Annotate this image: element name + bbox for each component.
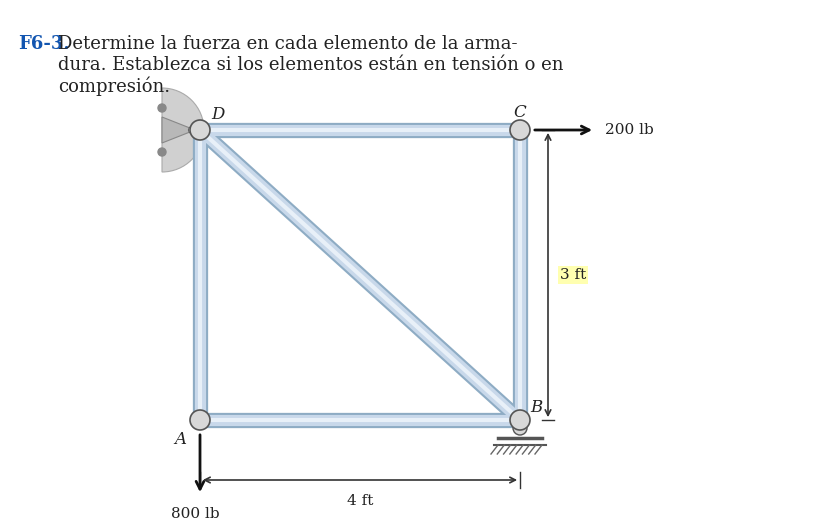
Text: 4 ft: 4 ft (347, 494, 373, 508)
Circle shape (510, 120, 530, 140)
Text: D: D (212, 106, 225, 123)
Text: C: C (513, 103, 527, 121)
Text: 200 lb: 200 lb (605, 123, 654, 137)
Circle shape (190, 120, 210, 140)
Circle shape (513, 421, 527, 435)
Circle shape (190, 410, 210, 430)
Text: Determine la fuerza en cada elemento de la arma-
dura. Establezca si los element: Determine la fuerza en cada elemento de … (58, 35, 563, 96)
Text: A: A (174, 432, 186, 448)
Text: F6-3.: F6-3. (18, 35, 69, 53)
Wedge shape (162, 88, 204, 172)
Circle shape (188, 126, 196, 134)
Circle shape (510, 410, 530, 430)
Text: B: B (530, 399, 542, 417)
Text: 3 ft: 3 ft (560, 268, 586, 282)
Polygon shape (162, 117, 195, 143)
Circle shape (158, 148, 166, 156)
Circle shape (158, 104, 166, 112)
Text: 800 lb: 800 lb (171, 507, 219, 520)
